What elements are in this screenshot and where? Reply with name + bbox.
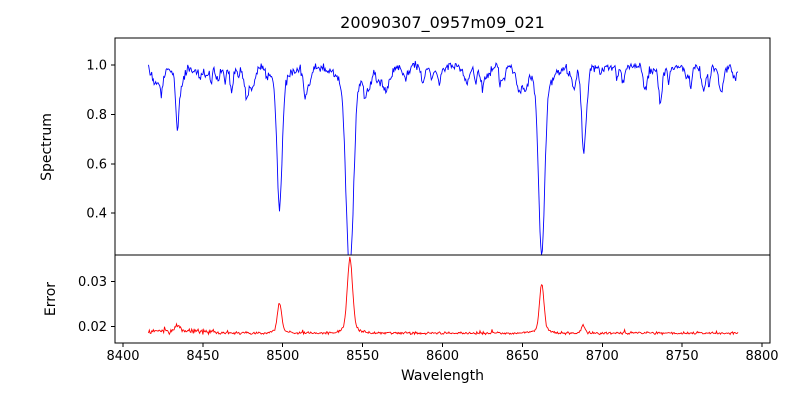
error-y-axis-label: Error [43,281,59,317]
x-tick-label: 8550 [346,349,379,364]
x-tick-label: 8400 [106,349,139,364]
spectrum-y-tick-label: 0.8 [86,108,107,123]
error-y-tick-label: 0.02 [78,320,107,335]
spectrum-y-tick-label: 0.4 [86,207,107,222]
error-line [148,256,739,336]
x-tick-label: 8500 [266,349,299,364]
spectrum-line [148,60,739,255]
x-tick-label: 8600 [426,349,459,364]
spectrum-y-tick-label: 1.0 [86,59,107,74]
x-tick-label: 8650 [506,349,539,364]
x-axis-label: Wavelength [400,368,485,384]
spectrum-y-tick-label: 0.6 [86,157,107,172]
x-tick-label: 8700 [586,349,619,364]
x-tick-label: 8750 [666,349,699,364]
x-tick-label: 8800 [745,349,778,364]
error-y-tick-label: 0.03 [78,275,107,290]
x-tick-label: 8450 [186,349,219,364]
figure-title: 20090307_0957m09_021 [340,13,545,32]
